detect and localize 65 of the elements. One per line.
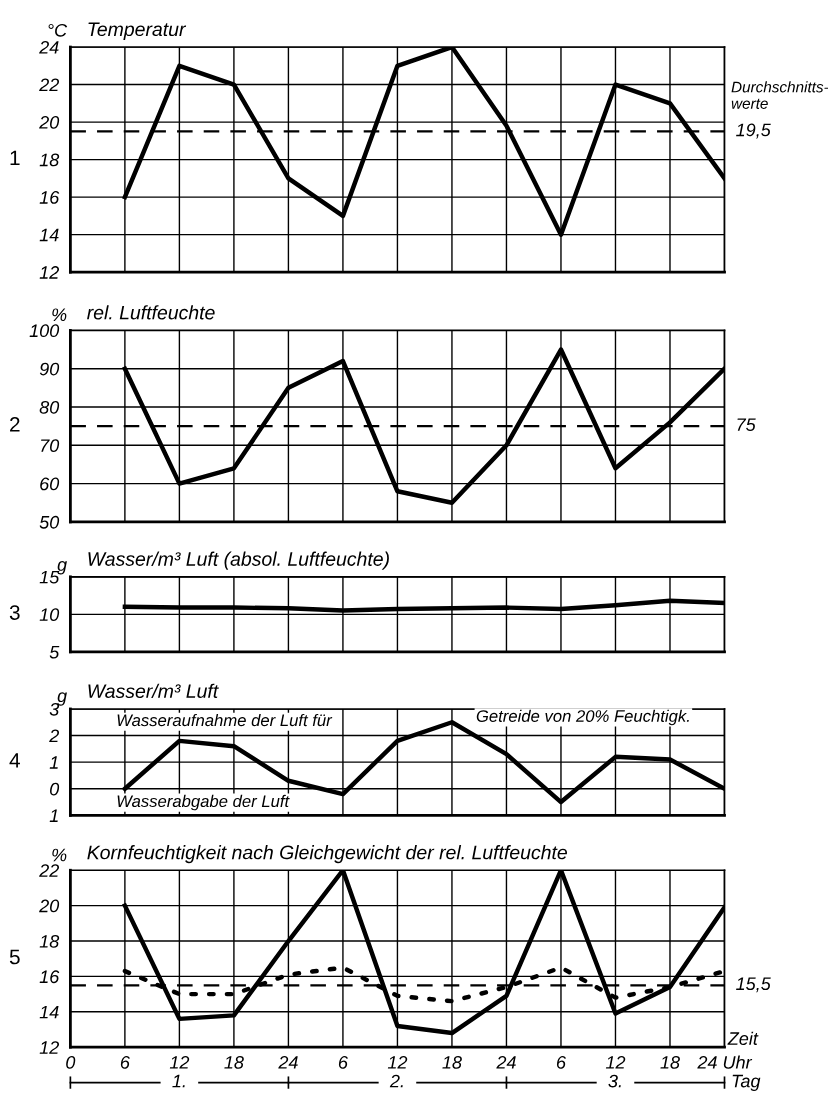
text: 3 [9,605,20,620]
ref-line-label: 15,5 [736,977,771,993]
y-tick-label: 1 [49,756,58,769]
chart-title: Kornfeuchtigkeit nach Gleichgewicht der rel. Luftfeuchte [87,845,567,864]
y-axis-title: % [52,848,67,862]
y-tick-label: 16 [39,970,60,984]
x-tick-label: 6 [556,1056,566,1069]
x-tick-label: 24 [278,1056,298,1069]
y-tick-label: 14 [39,228,59,242]
chart-title: Wasser/m³ Luft [88,683,219,699]
x-tick-label: 24 Uhr [697,1055,753,1069]
y-tick-label: 90 [39,362,60,376]
y-tick-label: 50 [39,515,60,529]
y-tick-label: 0 [50,782,60,796]
x-tick-label: 18 [224,1056,244,1069]
y-tick-label: 3 [49,702,60,716]
text: Durchschnitts- werte [731,81,828,109]
ref-line-label: 19,5 [736,123,771,139]
y-tick-label: 2 [49,729,60,743]
y-tick-label: 16 [39,191,60,204]
x-tick-label: 18 [660,1056,680,1069]
text: 2. [389,1074,403,1088]
annotation: Wasserabgabe der Luft [117,794,290,811]
x-tick-label: 0 [66,1056,76,1069]
text: 1 [10,150,20,165]
y-axis-title: °C [48,23,68,37]
y-tick-label: 70 [41,439,60,453]
x-tick-label: 12 [169,1056,190,1069]
y-tick-label: 60 [40,477,60,491]
y-tick-label: 14 [39,1005,59,1019]
annotation: Wasseraufnahme der Luft für [117,713,333,727]
x-tick-label: 6 [338,1056,348,1069]
chart-title: Wasser/m³ Luft (absol. Luftfeuchte) [88,551,389,570]
y-tick-label: 12 [39,1041,60,1054]
chart-title: Temperatur [88,22,187,40]
text: 4 [9,753,20,768]
y-tick-label: 18 [39,934,60,948]
text: Tag [732,1074,761,1092]
y-tick-label: 24 [39,40,59,54]
y-axis-title: % [52,308,67,322]
x-axis-title: Zeit [727,1031,759,1045]
y-tick-label: 1 [49,809,58,822]
x-tick-label: 6 [120,1056,130,1069]
y-tick-label: 10 [39,608,60,622]
ref-line-label: 75 [737,418,756,432]
y-tick-label: 18 [39,153,60,167]
y-tick-label: 22 [39,78,60,92]
y-tick-label: 12 [39,266,60,279]
chart-title: rel. Luftfeuchte [87,305,215,320]
x-tick-label: 18 [442,1056,462,1069]
text: 2 [10,417,20,432]
text: 3. [608,1074,621,1088]
y-tick-label: 80 [39,400,60,414]
y-tick-label: 22 [39,864,60,877]
y-axis-title: g [57,692,67,706]
x-tick-label: 24 [496,1056,516,1069]
annotation: Getreide von 20% Feuchtigk. [476,709,689,726]
x-tick-label: 12 [605,1056,626,1069]
y-tick-label: 5 [49,645,60,659]
y-tick-label: 100 [29,324,60,338]
text: 1. [172,1074,185,1088]
text: 5 [9,949,20,965]
y-tick-label: 20 [39,899,60,913]
y-tick-label: 20 [39,116,60,129]
x-tick-label: 12 [387,1056,408,1069]
